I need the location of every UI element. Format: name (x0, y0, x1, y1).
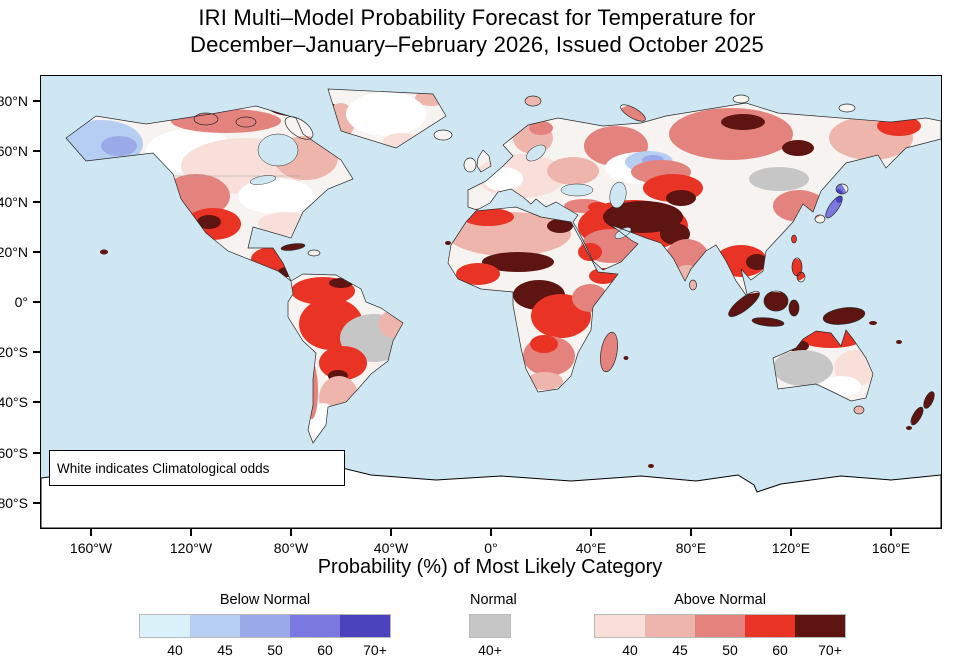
legend-swatch-below-40 (140, 615, 190, 637)
lon-tick-mark (390, 529, 392, 536)
lon-tick-mark (189, 529, 192, 536)
legend-ticks-normal: 40+ (470, 642, 510, 660)
legend-ticks-below: 40 45 50 60 70+ (140, 642, 390, 660)
legend-group-below: Below Normal 40 45 50 60 70+ (139, 592, 391, 660)
legend-tick-label: 40 (622, 642, 638, 658)
lat-tick-label: 20°S (0, 344, 28, 361)
legend-bar-below (139, 614, 391, 638)
lat-tick-label: 20°N (0, 243, 28, 260)
lat-tick-label: 0° (14, 294, 28, 310)
lon-tick-label: 120°W (169, 540, 213, 556)
legend-tick-label: 45 (672, 642, 688, 658)
climatological-note-text: White indicates Climatological odds (57, 460, 270, 476)
lon-tick-mark (290, 529, 292, 536)
world-map: White indicates Climatological odds 80°N… (0, 75, 942, 556)
legend-swatch-below-50 (240, 615, 290, 637)
lat-tick-label: 40°S (0, 394, 28, 411)
lon-tick-mark (890, 529, 892, 536)
lat-tick-mark (33, 150, 40, 153)
legend-swatch-above-50 (695, 615, 745, 637)
legend-swatch-below-70+ (340, 615, 390, 637)
lat-tick-mark (33, 451, 40, 454)
legend-tick-label: 50 (722, 642, 738, 658)
legend-group-normal: Normal 40+ (469, 592, 517, 660)
lon-tick-mark (690, 529, 692, 536)
lon-tick-mark (490, 529, 492, 536)
legend-swatch-below-60 (290, 615, 340, 637)
lat-tick-label: 60°S (0, 444, 28, 461)
lat-tick-mark (33, 401, 40, 404)
legend-swatch-above-70+ (795, 615, 845, 637)
legend-bar-above (594, 614, 846, 638)
title-line-1: IRI Multi–Model Probability Forecast for… (198, 5, 756, 30)
inland-seas (249, 133, 632, 239)
lat-tick-mark (33, 250, 40, 253)
lat-tick-mark (33, 351, 40, 354)
lon-tick-label: 160°W (69, 540, 113, 556)
legend-bar-normal (469, 614, 511, 638)
lon-tick-mark (590, 529, 592, 536)
lon-tick-label: 0° (484, 540, 498, 556)
lat-tick-mark (33, 200, 40, 203)
lat-tick-mark (33, 100, 40, 103)
legend-tick-label: 60 (317, 642, 333, 658)
legend: Below Normal 40 45 50 60 70+ Normal 40+ Abov… (0, 592, 954, 658)
title-line-2: December–January–February 2026, Issued O… (190, 32, 764, 57)
island-specks (100, 241, 912, 468)
legend-swatch-above-40 (595, 615, 645, 637)
climatological-note: White indicates Climatological odds (49, 450, 345, 486)
lat-tick-label: 80°S (0, 494, 28, 511)
legend-group-above: Above Normal 40 45 50 60 70+ (594, 592, 846, 660)
legend-ticks-above: 40 45 50 60 70+ (595, 642, 845, 660)
lat-tick-label: 80°N (0, 93, 28, 110)
legend-tick-label: 40+ (478, 642, 502, 658)
lat-tick-mark (33, 301, 40, 303)
lat-tick-label: 40°N (0, 193, 28, 210)
lat-tick-label: 60°N (0, 143, 28, 160)
figure-title: IRI Multi–Model Probability Forecast for… (0, 4, 954, 58)
legend-label-below: Below Normal (219, 592, 311, 608)
legend-tick-label: 50 (267, 642, 283, 658)
lat-tick-mark (33, 501, 40, 504)
lon-tick-label: 120°E (771, 540, 811, 556)
legend-swatch-below-45 (190, 615, 240, 637)
legend-swatch-normal-40+ (470, 615, 510, 637)
lon-tick-mark (790, 529, 792, 536)
legend-tick-label: 60 (772, 642, 788, 658)
legend-tick-label: 70+ (818, 642, 842, 658)
legend-tick-label: 70+ (363, 642, 387, 658)
legend-swatch-above-60 (745, 615, 795, 637)
lon-tick-label: 40°E (575, 540, 607, 556)
legend-label-normal: Normal (470, 592, 517, 608)
map-xlabel: Probability (%) of Most Likely Category (317, 556, 663, 578)
lon-tick-label: 160°E (871, 540, 911, 556)
lon-tick-label: 80°E (675, 540, 707, 556)
legend-label-above: Above Normal (674, 592, 766, 608)
legend-tick-label: 45 (217, 642, 233, 658)
legend-tick-label: 40 (167, 642, 183, 658)
lon-tick-mark (90, 529, 92, 536)
lon-tick-label: 80°W (273, 540, 309, 556)
lon-tick-label: 40°W (373, 540, 409, 556)
legend-swatch-above-45 (645, 615, 695, 637)
